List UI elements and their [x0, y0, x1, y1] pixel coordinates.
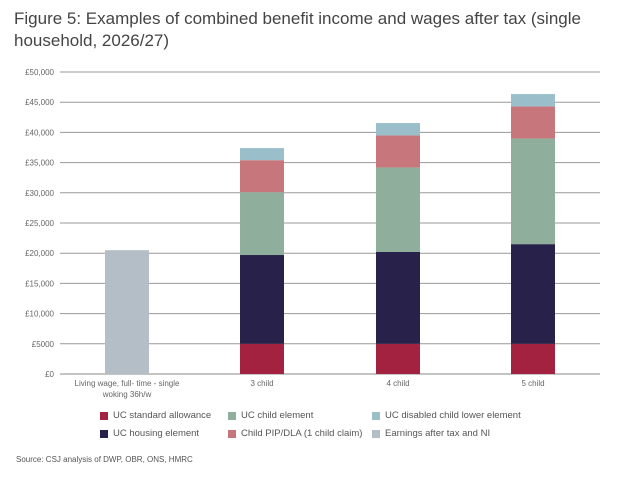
x-tick-label: woking 36h/w [102, 390, 152, 399]
legend-item: UC housing element [100, 428, 199, 439]
bar-segment [376, 123, 420, 136]
x-tick-label: 3 child [250, 379, 273, 388]
chart-title: Figure 5: Examples of combined benefit i… [14, 9, 581, 50]
bar-segment [376, 135, 420, 168]
y-tick-label: £0 [45, 370, 54, 379]
y-tick-label: £20,000 [25, 249, 54, 258]
bar-segment [511, 343, 555, 374]
bar-segment [511, 106, 555, 139]
y-tick-label: £5000 [32, 340, 55, 349]
bar-segment [240, 160, 284, 193]
bar-segment [240, 192, 284, 256]
legend-label: UC disabled child lower element [385, 410, 521, 421]
legend-item: UC standard allowance [100, 410, 211, 421]
bar-segment [105, 250, 149, 374]
y-tick-label: £50,000 [25, 68, 54, 77]
y-tick-label: £15,000 [25, 279, 54, 288]
stacked-bar-chart: £0 £5000 £10,000 £15,000 £20,000 £25,000 £30,0… [25, 68, 600, 399]
legend-label: UC standard allowance [113, 410, 212, 421]
bar-segment [511, 94, 555, 107]
legend-item: Child PIP/DLA (1 child claim) [228, 428, 362, 439]
legend-swatch [100, 429, 108, 438]
x-tick-label: 5 child [521, 379, 544, 388]
bar-segment [511, 244, 555, 344]
bar-segment [376, 167, 420, 252]
y-tick-label: £25,000 [25, 219, 54, 228]
legend-label: Earnings after tax and NI [385, 428, 491, 439]
legend-label: Child PIP/DLA (1 child claim) [241, 428, 363, 439]
legend-label: UC child element [241, 410, 314, 421]
legend-item: Earnings after tax and NI [372, 428, 490, 439]
legend-swatch [100, 411, 108, 420]
y-tick-label: £35,000 [25, 159, 54, 168]
y-tick-label: £45,000 [25, 98, 54, 107]
legend-item: UC child element [228, 410, 313, 421]
y-tick-label: £10,000 [25, 310, 54, 319]
legend-label: UC housing element [113, 428, 200, 439]
y-tick-label: £40,000 [25, 128, 54, 137]
x-tick-label: 4 child [386, 379, 409, 388]
legend-swatch [372, 429, 380, 438]
bar-segment [376, 251, 420, 344]
legend-swatch [372, 411, 380, 420]
x-tick-label: Living wage, full- time - single [75, 379, 180, 388]
bar-segment [240, 148, 284, 161]
legend-swatch [228, 411, 236, 420]
legend-item: UC disabled child lower element [372, 410, 521, 421]
legend-swatch [228, 429, 236, 438]
bar-segment [511, 138, 555, 245]
y-tick-label: £30,000 [25, 189, 54, 198]
source-note: Source: CSJ analysis of DWP, OBR, ONS, H… [16, 455, 193, 464]
bar-segment [240, 343, 284, 374]
bar-segment [376, 343, 420, 374]
bar-segment [240, 255, 284, 344]
